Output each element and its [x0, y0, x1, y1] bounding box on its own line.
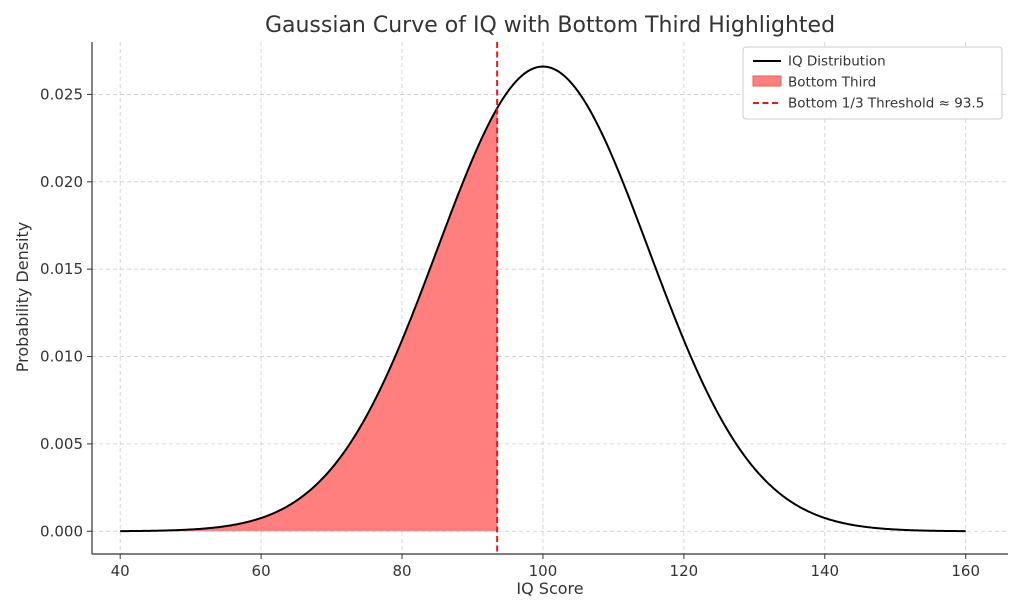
y-tick-label: 0.020 [40, 173, 83, 191]
legend: IQ Distribution Bottom Third Bottom 1/3 … [742, 46, 1003, 120]
x-tick-label: 140 [810, 562, 839, 580]
bottom-third-area-layer [120, 108, 498, 532]
y-axis-label: Probability Density [13, 222, 32, 373]
chart-title: Gaussian Curve of IQ with Bottom Third H… [265, 13, 835, 38]
iq-distribution-line [120, 65, 966, 533]
x-tick-label: 100 [529, 562, 558, 580]
y-tick-label: 0.005 [40, 435, 83, 453]
bottom-third-area [120, 108, 498, 532]
legend-area-swatch [752, 75, 782, 87]
legend-label-threshold: Bottom 1/3 Threshold ≈ 93.5 [788, 96, 984, 112]
axes [91, 42, 1008, 555]
y-tick-labels: 0.000 0.005 0.010 0.015 0.020 0.025 [40, 85, 92, 540]
x-tick-labels: 40 60 80 100 120 140 160 [111, 554, 980, 580]
x-tick-label: 80 [392, 562, 411, 580]
x-axis-label: IQ Score [516, 579, 583, 598]
x-tick-label: 40 [111, 562, 130, 580]
legend-box [742, 46, 1003, 120]
x-tick-label: 120 [670, 562, 699, 580]
distribution-line-layer [120, 65, 966, 533]
grid [92, 42, 1008, 554]
x-tick-label: 60 [252, 562, 271, 580]
legend-label-distribution: IQ Distribution [788, 54, 886, 70]
y-tick-label: 0.015 [40, 260, 83, 278]
legend-label-bottom-third: Bottom Third [788, 75, 876, 91]
x-tick-label: 160 [951, 562, 980, 580]
y-tick-label: 0.000 [40, 522, 83, 540]
y-tick-label: 0.010 [40, 348, 83, 366]
y-tick-label: 0.025 [40, 85, 83, 103]
